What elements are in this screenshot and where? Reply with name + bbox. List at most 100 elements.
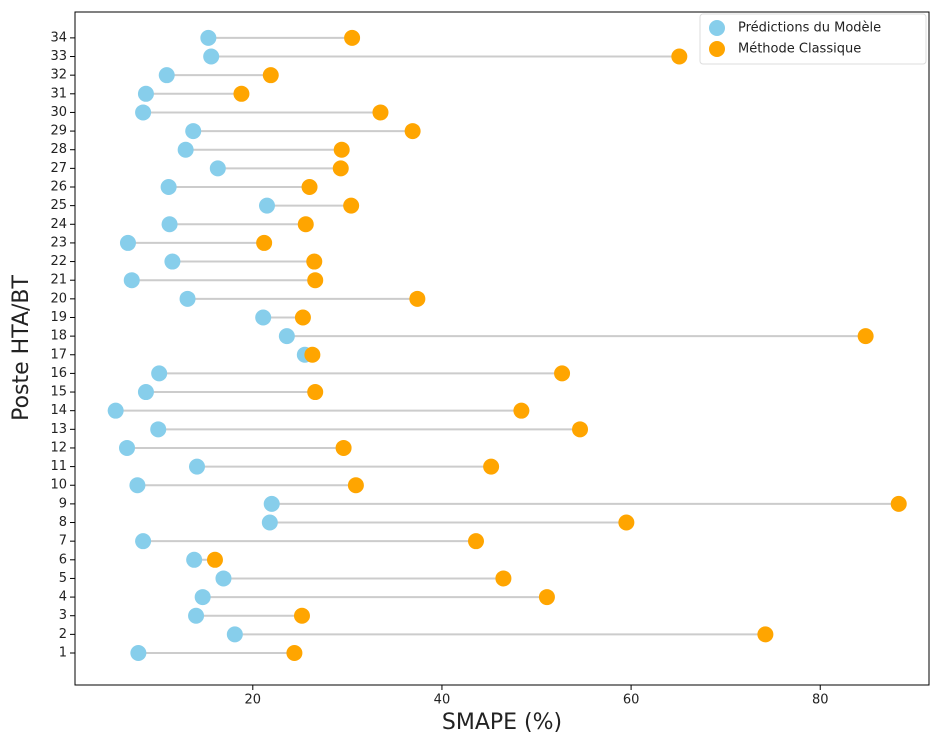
dot	[307, 272, 324, 289]
y-tick-label: 34	[50, 30, 67, 45]
dot	[286, 645, 303, 661]
dot	[209, 160, 226, 177]
dot	[215, 570, 232, 587]
dot	[307, 384, 324, 401]
dot	[226, 626, 243, 643]
y-tick-label: 32	[50, 68, 67, 83]
dot	[119, 234, 136, 251]
dot	[304, 346, 321, 363]
y-tick-label: 26	[50, 180, 67, 195]
y-tick-label: 6	[59, 552, 67, 567]
dot	[467, 533, 484, 550]
dot	[160, 179, 177, 195]
dot	[294, 309, 311, 326]
dot	[343, 197, 360, 214]
dot	[554, 365, 571, 382]
plot-frame	[74, 11, 930, 686]
y-tick-label: 28	[50, 142, 67, 157]
dot	[186, 551, 203, 568]
x-tick-label: 20	[245, 693, 262, 708]
dot	[130, 645, 147, 661]
dot	[203, 48, 220, 65]
dot	[278, 328, 295, 345]
dot	[890, 495, 907, 512]
dot	[483, 458, 500, 475]
y-tick-label: 29	[50, 124, 67, 139]
dot	[107, 402, 124, 419]
dot	[618, 514, 635, 531]
dot	[150, 421, 167, 438]
dot	[233, 85, 250, 102]
y-tick-label: 17	[50, 347, 67, 362]
dot	[206, 551, 223, 568]
dot	[306, 253, 323, 270]
dot	[332, 160, 349, 177]
y-tick-label: 21	[50, 273, 67, 288]
legend-marker	[709, 41, 725, 57]
dot	[404, 123, 421, 140]
legend-label: Prédictions du Modèle	[738, 21, 881, 36]
dot	[256, 234, 273, 251]
dot	[671, 48, 688, 65]
y-tick-label: 22	[50, 254, 67, 269]
dot	[119, 439, 136, 456]
dot	[301, 179, 318, 195]
dot	[263, 495, 280, 512]
dot	[409, 290, 426, 307]
dot	[297, 216, 314, 233]
dot	[255, 309, 272, 326]
legend-box	[699, 13, 927, 65]
dot	[194, 589, 211, 606]
legend-marker	[709, 20, 725, 36]
y-tick-label: 33	[50, 49, 67, 64]
y-tick-label: 13	[50, 422, 67, 437]
y-tick-label: 9	[59, 496, 67, 511]
dot	[857, 328, 874, 345]
y-tick-label: 1	[59, 646, 67, 661]
y-tick-label: 10	[50, 478, 67, 493]
dot	[261, 514, 278, 531]
y-tick-label: 23	[50, 235, 67, 250]
y-tick-label: 31	[50, 86, 67, 101]
dot	[135, 104, 152, 121]
y-tick-label: 11	[50, 459, 67, 474]
y-tick-label: 24	[50, 217, 67, 232]
y-tick-label: 30	[50, 105, 67, 120]
y-tick-label: 7	[59, 534, 67, 549]
dot	[123, 272, 140, 289]
y-tick-label: 25	[50, 198, 67, 213]
dot	[185, 123, 202, 140]
dot	[572, 421, 589, 438]
y-tick-label: 27	[50, 161, 67, 176]
dot	[164, 253, 181, 270]
dot	[158, 67, 175, 84]
x-tick-label: 40	[434, 693, 451, 708]
y-tick-label: 20	[50, 291, 67, 306]
y-tick-label: 18	[50, 329, 67, 344]
dot	[129, 477, 146, 494]
dot	[372, 104, 389, 121]
dot	[347, 477, 364, 494]
y-tick-label: 3	[59, 608, 67, 623]
dot	[757, 626, 774, 643]
dot	[137, 384, 154, 401]
y-tick-label: 5	[59, 571, 67, 586]
dot	[538, 589, 555, 606]
y-tick-label: 14	[50, 403, 67, 418]
dot	[177, 141, 194, 158]
x-tick-label: 80	[812, 693, 829, 708]
x-axis-label: SMAPE (%)	[442, 710, 562, 735]
y-tick-label: 12	[50, 440, 67, 455]
y-tick-label: 19	[50, 310, 67, 325]
y-axis-label: Poste HTA/BT	[9, 275, 34, 421]
dot	[293, 607, 310, 624]
dot	[151, 365, 168, 382]
dot	[135, 533, 152, 550]
x-tick-label: 60	[623, 693, 640, 708]
dot	[262, 67, 279, 84]
y-tick-label: 2	[59, 627, 67, 642]
dot	[200, 29, 217, 46]
dot	[333, 141, 350, 158]
dot	[161, 216, 178, 233]
